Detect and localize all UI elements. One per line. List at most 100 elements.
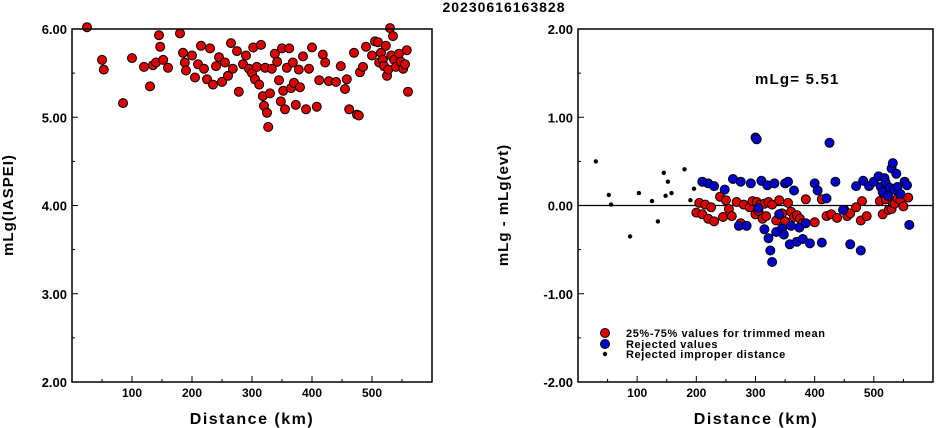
data-point-trimmed [341,74,352,85]
data-point-trimmed [349,47,359,58]
left-plot: 100 200 300 400 500 2.00 3.00 4.00 5.00 6.00 Dis… [0,22,433,428]
data-point-trimmed [857,196,867,207]
right-x-ticks: 100 200 300 400 500 [607,376,904,400]
data-point-rejected [851,181,862,192]
left-y-tick-label: 2.00 [42,375,67,390]
data-point-rejected [824,137,835,148]
right-data-points [593,132,915,267]
data-point-trimmed [158,54,169,65]
left-y-tick-label: 3.00 [42,287,67,302]
data-point-rejected [838,204,849,215]
legend: 25%-75% values for trimmed mean Rejected… [600,328,825,361]
data-point-trimmed [97,54,107,65]
data-point-trimmed [783,197,793,208]
left-y-tick-label: 5.00 [42,110,67,125]
left-y-tick-label: 4.00 [42,199,67,214]
data-point-rejected [804,238,815,249]
right-plot: 100 200 300 400 500 -2.00 -1.00 0.00 1.00 2.00 m… [495,22,934,428]
data-point-trimmed [861,211,872,222]
data-point-rejected [904,219,915,230]
data-point-trimmed [290,99,301,110]
data-point-trimmed [400,59,410,70]
data-point-trimmed [706,202,717,213]
data-point-rejected [891,168,902,179]
left-x-tick-label: 500 [362,386,382,400]
data-point-improper [627,234,633,239]
data-point-rejected [719,184,730,195]
data-point-improper [606,192,611,198]
data-point-trimmed [175,28,185,39]
right-y-tick-label: -2.00 [543,375,573,390]
figure-title: 20230616163828 [442,0,565,15]
data-point-rejected [741,220,752,231]
data-point-rejected [895,189,906,199]
data-point-improper [655,219,661,224]
left-y-ticks: 2.00 3.00 4.00 5.00 6.00 [42,22,78,390]
data-point-trimmed [272,56,283,67]
data-point-trimmed [340,84,350,94]
right-x-tick-label: 300 [745,386,765,400]
data-point-rejected [786,220,796,231]
data-point-trimmed [293,64,304,75]
legend-label-rejected: Rejected values [626,339,718,351]
data-point-trimmed [361,41,371,52]
data-point-trimmed [190,72,200,83]
data-point-trimmed [251,61,262,72]
data-point-rejected [902,180,912,191]
data-point-trimmed [314,75,325,86]
data-point-trimmed [223,70,233,81]
data-point-rejected [759,224,770,235]
data-point-trimmed [367,50,377,61]
data-point-trimmed [898,201,909,212]
data-point-improper [688,198,693,203]
data-point-trimmed [256,39,266,50]
data-point-trimmed [274,75,284,86]
data-point-improper [691,186,697,191]
data-point-trimmed [155,41,166,52]
data-point-trimmed [208,79,218,90]
data-point-trimmed [205,43,215,54]
data-point-rejected [789,185,799,196]
right-y-ticks: -2.00 -1.00 0.00 1.00 2.00 [543,22,584,390]
data-point-rejected [821,193,832,204]
data-point-rejected [765,245,776,256]
data-point-trimmed [809,217,820,228]
data-point-improper [636,190,642,196]
data-point-rejected [855,245,866,256]
data-point-trimmed [127,53,137,64]
right-x-tick-label: 200 [686,386,706,400]
data-point-rejected [767,257,778,267]
data-point-rejected [845,239,856,250]
legend-marker-rejected [600,339,610,349]
data-point-improper [665,179,671,184]
data-point-rejected [709,181,720,192]
data-point-trimmed [181,65,191,76]
data-point-trimmed [196,40,206,51]
legend-marker-trimmed [600,328,610,338]
data-point-trimmed [403,86,413,97]
left-x-ticks: 100 200 300 400 500 [101,376,403,400]
data-point-trimmed [298,51,308,62]
data-point-rejected [735,176,746,187]
data-point-trimmed [380,40,391,51]
data-point-trimmed [266,63,277,74]
data-point-trimmed [287,57,298,68]
left-x-tick-label: 400 [302,386,322,400]
data-point-trimmed [232,46,242,57]
data-point-improper [649,198,655,204]
right-y-tick-label: 1.00 [548,110,573,125]
data-point-trimmed [163,62,173,73]
left-data-points [82,22,413,132]
left-y-axis-label: mLg(IASPEI) [0,154,17,256]
data-point-rejected [830,176,841,187]
data-point-trimmed [344,104,355,115]
data-point-rejected [783,176,793,187]
left-x-tick-label: 300 [242,386,262,400]
data-point-improper [661,170,666,175]
data-point-trimmed [284,43,295,54]
data-point-trimmed [358,61,368,72]
legend-marker-improper [602,351,608,357]
data-point-rejected [763,233,774,244]
data-point-trimmed [320,57,331,68]
